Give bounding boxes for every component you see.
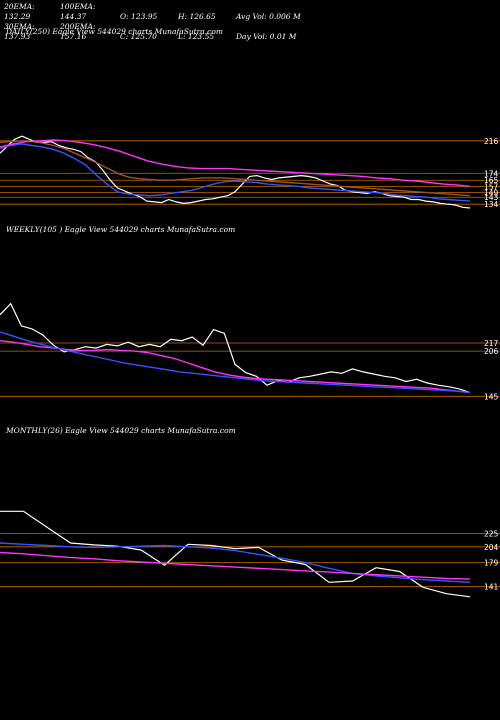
daily-price-line [0,135,471,209]
weekly-level-label: 145 [484,392,499,401]
stats-header: 20EMA: 132.29 100EMA: 144.37 O: 123.95 H: 1… [4,2,301,42]
ema20-value: 20EMA: 132.29 [4,2,35,21]
weekly-price-line [0,302,471,394]
daily-ema-brown-line [0,140,471,197]
stats-row-2: 30EMA: 137.93 200EMA: 157.16 C: 125.70 L: 1… [4,22,301,42]
daily-ema-blue-line [0,143,471,202]
monthly-level-label: 141 [484,583,499,592]
ema30-value: 30EMA: 137.93 [4,22,35,41]
stats-row-1: 20EMA: 132.29 100EMA: 144.37 O: 123.95 H: 1… [4,2,301,22]
daily-level-label: 143 [484,193,499,202]
open-value: O: 123.95 [120,12,158,21]
monthly-chart: 225 204 179 141 [0,510,500,598]
avg-vol-value: Avg Vol: 0.006 M [236,12,301,21]
monthly-ema-blue-line [0,542,471,583]
close-value: C: 125.70 [120,32,157,41]
monthly-price-line [0,510,471,598]
daily-ema-magenta-line [0,139,471,188]
daily-chart-title: DAILY(250) Eagle View 544029 charts Muna… [6,27,223,36]
daily-level-label: 149 [484,189,499,198]
weekly-chart-title: WEEKLY(105 ) Eagle View 544029 charts Mu… [6,225,236,234]
daily-level-label: 157 [484,182,499,191]
weekly-ema-blue-line [0,331,471,394]
weekly-ema-magenta-line [0,340,471,394]
monthly-level-label: 225 [484,530,499,539]
weekly-level-label: 217 [484,339,499,348]
high-value: H: 126.65 [178,12,216,21]
day-vol-value: Day Vol: 0.01 M [236,32,297,41]
weekly-level-label: 206 [484,347,499,356]
monthly-chart-title: MONTHLY(26) Eagle View 544029 charts Mun… [6,426,236,435]
monthly-ema-magenta-line [0,551,471,580]
daily-level-label: 174 [484,169,499,178]
ema100-value: 100EMA: 144.37 [60,2,96,21]
low-value: L: 123.55 [178,32,215,41]
daily-level-label: 216 [484,137,499,146]
monthly-level-label: 204 [484,543,499,552]
daily-level-label: 165 [484,176,499,185]
daily-level-label: 134 [484,200,499,209]
ema200-value: 200EMA: 157.16 [60,22,96,41]
monthly-level-label: 179 [484,559,499,568]
